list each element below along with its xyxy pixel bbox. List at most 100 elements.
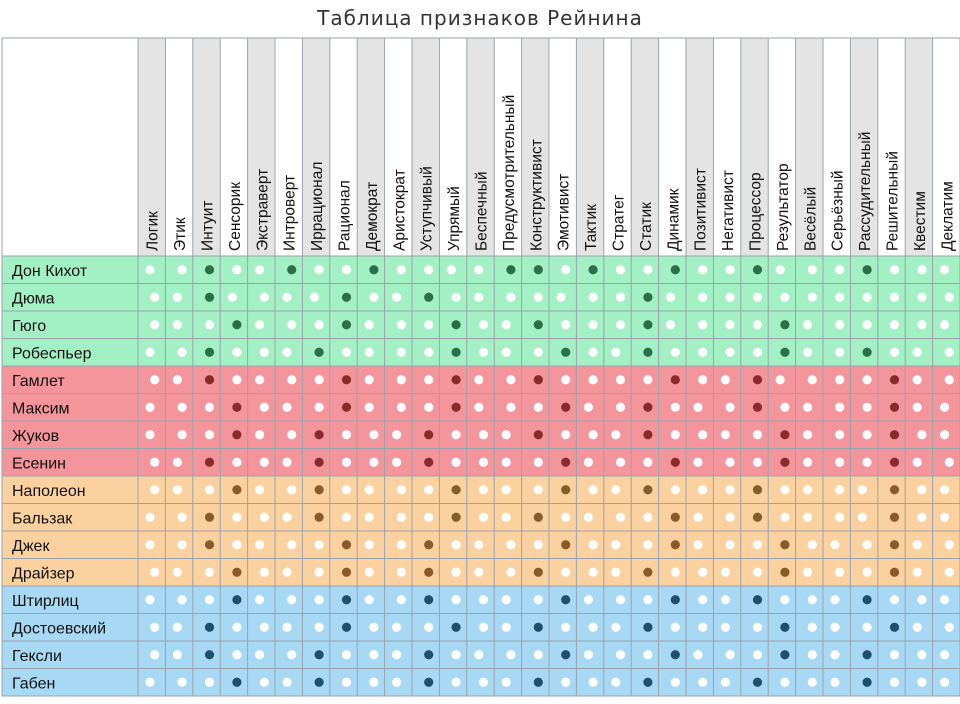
- dot-white: [501, 512, 511, 522]
- column-header-label: Предусмотрительный: [501, 95, 518, 251]
- dot-white: [583, 402, 594, 412]
- dot-white: [835, 265, 845, 275]
- dot-dark: [780, 567, 790, 577]
- dot-white: [172, 567, 182, 577]
- dot-white: [583, 512, 594, 522]
- dot-white: [830, 650, 840, 660]
- column-header-label: Интроверт: [282, 175, 299, 251]
- dot-dark: [314, 650, 324, 660]
- dot-white: [255, 375, 265, 385]
- dot-dark: [670, 650, 680, 660]
- dot-white: [944, 347, 954, 357]
- dot-white: [588, 567, 598, 577]
- dot-white: [944, 457, 954, 467]
- dot-white: [698, 375, 708, 385]
- dot-dark: [780, 347, 790, 357]
- dot-white: [501, 347, 511, 357]
- dot-white: [150, 485, 160, 495]
- dot-white: [259, 347, 269, 357]
- dot-white: [807, 650, 817, 660]
- dot-dark: [451, 375, 461, 385]
- dot-white: [780, 485, 790, 495]
- dot-dark: [204, 512, 215, 522]
- dot-white: [944, 567, 954, 577]
- dot-white: [232, 512, 242, 522]
- dot-white: [341, 457, 352, 467]
- dot-dark: [533, 622, 543, 632]
- dot-white: [424, 402, 434, 412]
- row-label: Есенин: [12, 455, 66, 472]
- column-header-bg: [329, 38, 358, 256]
- row-label: Штирлиц: [12, 593, 79, 610]
- dot-dark: [341, 320, 352, 330]
- dot-white: [392, 622, 402, 632]
- dot-white: [255, 265, 265, 275]
- column-header-label: Рационал: [337, 180, 354, 251]
- dot-dark: [424, 430, 434, 440]
- column-header-label: Беспечный: [474, 172, 491, 251]
- dot-white: [172, 650, 182, 660]
- dot-white: [172, 292, 182, 302]
- dot-white: [803, 320, 813, 330]
- dot-dark: [341, 567, 352, 577]
- dot-white: [803, 512, 813, 522]
- dot-white: [145, 595, 155, 605]
- dot-white: [944, 622, 954, 632]
- dot-white: [917, 677, 927, 687]
- dot-white: [392, 292, 402, 302]
- dot-white: [835, 320, 845, 330]
- dot-white: [396, 485, 406, 495]
- column-header-bg: [768, 38, 796, 256]
- dot-white: [396, 347, 406, 357]
- dot-white: [478, 622, 489, 632]
- dot-white: [807, 677, 817, 687]
- dot-white: [501, 485, 511, 495]
- dot-white: [889, 677, 900, 687]
- dot-white: [780, 677, 790, 687]
- dot-dark: [643, 485, 653, 495]
- dot-white: [752, 292, 763, 302]
- column-header-bg: [138, 38, 166, 256]
- dot-white: [282, 622, 292, 632]
- column-header-label: Аристократ: [391, 169, 408, 251]
- column-header-label: Весёлый: [802, 187, 819, 251]
- dot-dark: [314, 485, 324, 495]
- dot-white: [615, 650, 626, 660]
- dot-white: [940, 512, 950, 522]
- dot-dark: [561, 650, 571, 660]
- dot-white: [451, 457, 461, 467]
- dot-white: [451, 430, 461, 440]
- column-header-bg: [686, 38, 714, 256]
- dot-white: [725, 457, 735, 467]
- column-header-label: Негативист: [720, 170, 737, 251]
- dot-dark: [232, 485, 242, 495]
- dot-dark: [889, 567, 900, 577]
- dot-white: [478, 595, 489, 605]
- dot-white: [944, 540, 954, 550]
- dot-white: [780, 595, 790, 605]
- row-label: Максим: [12, 400, 70, 417]
- dot-white: [693, 457, 703, 467]
- column-header-bg: [850, 38, 878, 256]
- dot-dark: [533, 677, 543, 687]
- dot-white: [506, 567, 516, 577]
- dot-white: [615, 375, 626, 385]
- dot-dark: [889, 402, 900, 412]
- dot-white: [364, 485, 374, 495]
- dot-white: [666, 292, 676, 302]
- dot-dark: [314, 512, 324, 522]
- dot-white: [392, 430, 402, 440]
- dot-dark: [643, 320, 653, 330]
- column-header-bg: [932, 38, 960, 256]
- dot-white: [611, 485, 621, 495]
- dot-white: [583, 650, 594, 660]
- column-header-bg: [466, 38, 495, 256]
- dot-white: [725, 265, 735, 275]
- dot-white: [698, 320, 708, 330]
- dot-white: [698, 347, 708, 357]
- dot-dark: [341, 402, 352, 412]
- dot-white: [670, 567, 680, 577]
- column-header-label: Демократ: [364, 182, 381, 251]
- dot-dark: [424, 457, 434, 467]
- column-header-bg: [631, 38, 659, 256]
